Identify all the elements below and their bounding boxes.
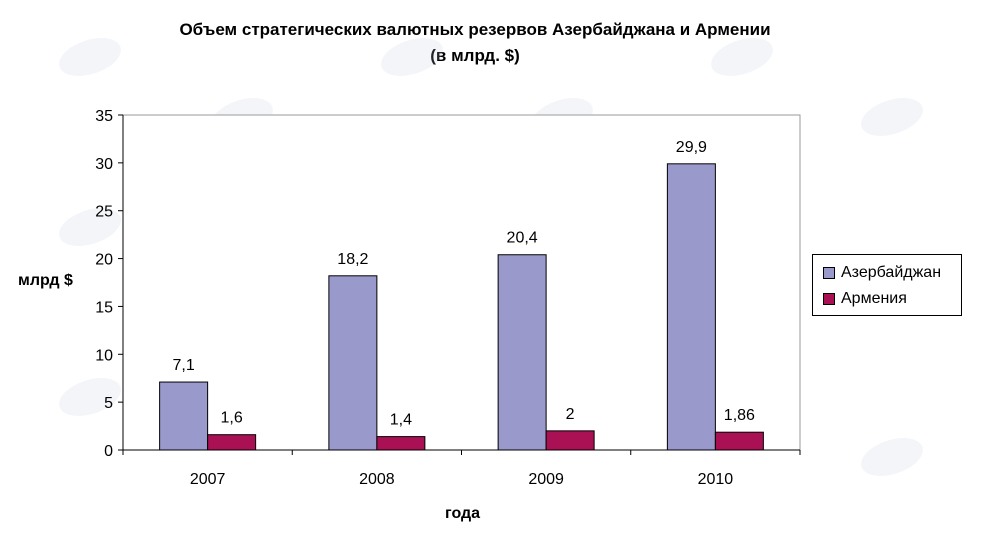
data-label: 29,9	[676, 139, 707, 156]
bar-azerbaijan	[328, 275, 378, 451]
legend-label-armenia: Армения	[841, 290, 907, 307]
x-axis: 2007 2008 2009 2010	[122, 449, 801, 488]
data-label: 20,4	[507, 230, 538, 247]
data-label: 1,86	[724, 407, 755, 424]
legend-item-armenia: Армения	[823, 289, 907, 309]
data-label: 1,4	[390, 412, 412, 429]
bar-azerbaijan	[159, 381, 209, 451]
legend-swatch-azerbaijan	[823, 267, 835, 279]
chart-subtitle: (в млрд. $)	[430, 46, 520, 65]
legend-label-azerbaijan: Азербайджан	[841, 264, 942, 281]
bar-azerbaijan	[497, 254, 547, 451]
y-tick-label: 10	[95, 347, 113, 364]
x-tick-label: 2007	[190, 471, 226, 488]
bar-armenia	[376, 436, 426, 451]
data-label: 2	[566, 406, 575, 423]
legend: Азербайджан Армения	[812, 254, 962, 316]
y-tick-label: 30	[95, 156, 113, 173]
x-tick-label: 2009	[528, 471, 564, 488]
bars	[159, 163, 764, 451]
y-tick-label: 35	[95, 108, 113, 125]
x-tick-label: 2010	[698, 471, 734, 488]
bar-armenia	[207, 434, 257, 451]
data-labels: 7,1 18,2 20,4 29,9 1,6 1,4 2 1,86	[173, 139, 756, 429]
y-tick-label: 20	[95, 252, 113, 269]
data-label: 18,2	[337, 251, 368, 268]
x-tick-label: 2008	[359, 471, 395, 488]
legend-swatch-armenia	[823, 293, 835, 305]
data-label: 7,1	[173, 357, 195, 374]
data-label: 1,6	[221, 410, 243, 427]
y-tick-label: 5	[104, 395, 113, 412]
y-axis-label: млрд $	[18, 272, 73, 289]
bar-armenia	[545, 430, 595, 451]
y-axis: 0 5 10 15 20 25 30 35	[95, 108, 124, 460]
y-tick-label: 25	[95, 204, 113, 221]
bar-azerbaijan	[666, 163, 716, 451]
bar-armenia	[714, 431, 764, 451]
legend-item-azerbaijan: Азербайджан	[823, 263, 941, 283]
chart-title: Объем стратегических валютных резервов А…	[179, 20, 771, 39]
x-axis-label: года	[445, 505, 481, 522]
y-tick-label: 0	[104, 443, 113, 460]
y-tick-label: 15	[95, 299, 113, 316]
